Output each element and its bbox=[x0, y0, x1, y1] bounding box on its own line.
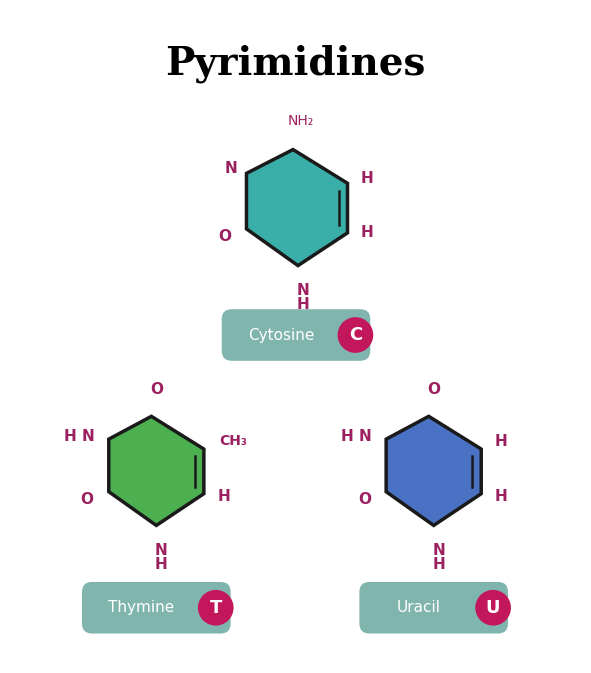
Text: H N: H N bbox=[64, 429, 95, 444]
Text: CH₃: CH₃ bbox=[220, 434, 248, 448]
Text: U: U bbox=[486, 599, 501, 616]
Text: O: O bbox=[150, 382, 163, 396]
Text: O: O bbox=[80, 492, 93, 507]
Text: O: O bbox=[427, 382, 440, 396]
Text: Pyrimidines: Pyrimidines bbox=[165, 44, 425, 83]
Circle shape bbox=[198, 590, 233, 626]
Text: Uracil: Uracil bbox=[397, 600, 441, 615]
Text: O: O bbox=[218, 229, 231, 244]
Text: Thymine: Thymine bbox=[108, 600, 174, 615]
Text: T: T bbox=[210, 599, 222, 616]
Text: H: H bbox=[155, 557, 168, 572]
Circle shape bbox=[337, 317, 374, 353]
Text: O: O bbox=[358, 492, 371, 507]
Polygon shape bbox=[109, 417, 204, 526]
Circle shape bbox=[475, 590, 511, 626]
Text: Cytosine: Cytosine bbox=[248, 328, 314, 343]
Text: H: H bbox=[297, 297, 309, 312]
Text: N: N bbox=[297, 283, 309, 298]
Text: H N: H N bbox=[341, 429, 372, 444]
FancyBboxPatch shape bbox=[222, 309, 371, 361]
Polygon shape bbox=[246, 149, 348, 266]
Text: H: H bbox=[495, 433, 508, 449]
Text: N: N bbox=[432, 543, 445, 559]
Text: NH₂: NH₂ bbox=[288, 114, 314, 128]
Text: H: H bbox=[432, 557, 445, 572]
Text: N: N bbox=[155, 543, 168, 559]
Text: H: H bbox=[361, 225, 374, 240]
Text: H: H bbox=[495, 489, 508, 504]
Text: H: H bbox=[217, 489, 230, 504]
Polygon shape bbox=[386, 417, 481, 526]
Text: N: N bbox=[224, 161, 237, 176]
Text: C: C bbox=[349, 326, 362, 344]
Text: H: H bbox=[361, 171, 374, 186]
FancyBboxPatch shape bbox=[359, 582, 508, 633]
FancyBboxPatch shape bbox=[82, 582, 230, 633]
